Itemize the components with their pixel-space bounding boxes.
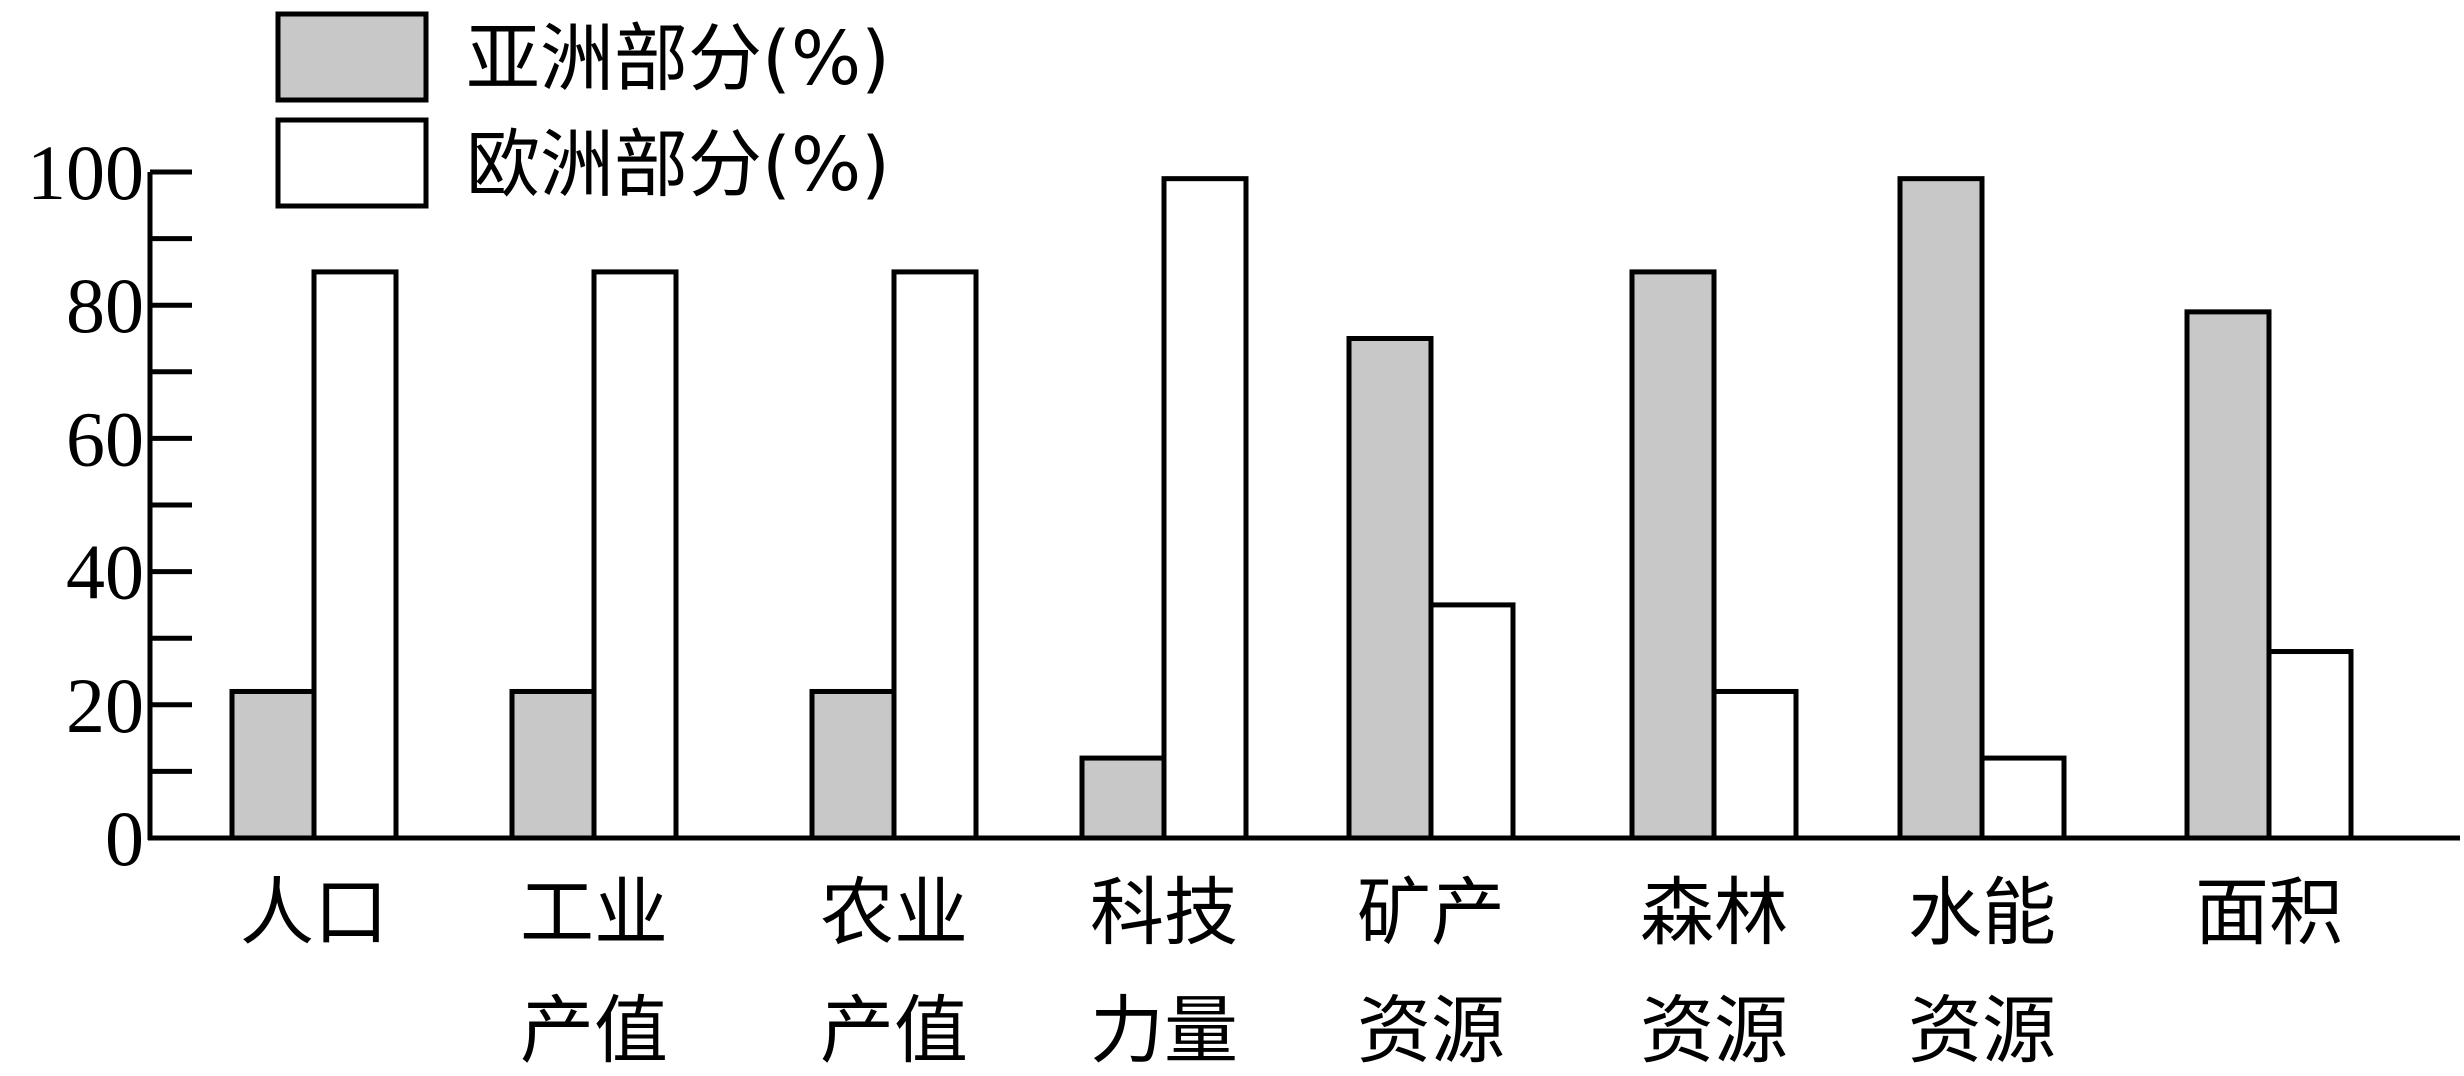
category-label-1-1: 产值 bbox=[520, 988, 668, 1074]
y-tick-label-80: 80 bbox=[66, 262, 144, 349]
bar-asia-7 bbox=[2184, 309, 2272, 841]
y-tick-label-40: 40 bbox=[66, 529, 144, 616]
category-label-2-1: 产值 bbox=[820, 988, 968, 1074]
bar-europe-0 bbox=[311, 269, 399, 841]
category-label-3-1: 力量 bbox=[1090, 988, 1238, 1074]
legend-swatch-europe bbox=[275, 117, 429, 209]
bar-europe-1 bbox=[591, 269, 679, 841]
category-label-6-1: 资源 bbox=[1908, 988, 2056, 1074]
category-label-6-0: 水能 bbox=[1908, 870, 2056, 956]
y-tick-label-60: 60 bbox=[66, 395, 144, 482]
y-tick-label-0: 0 bbox=[105, 795, 144, 882]
category-label-3-0: 科技 bbox=[1090, 870, 1238, 956]
bar-asia-1 bbox=[509, 688, 597, 841]
bar-europe-7 bbox=[2266, 649, 2354, 841]
legend-label-europe: 欧洲部分(%) bbox=[466, 122, 890, 208]
bar-asia-5 bbox=[1629, 269, 1717, 841]
category-label-0-0: 人口 bbox=[240, 870, 388, 956]
bar-europe-4 bbox=[1428, 602, 1516, 841]
category-label-2-0: 农业 bbox=[820, 870, 968, 956]
bar-europe-6 bbox=[1979, 755, 2067, 841]
category-label-4-1: 资源 bbox=[1357, 988, 1505, 1074]
category-label-5-1: 资源 bbox=[1640, 988, 1788, 1074]
category-label-7-0: 面积 bbox=[2195, 870, 2343, 956]
category-label-4-0: 矿产 bbox=[1357, 870, 1505, 956]
bar-asia-0 bbox=[229, 688, 317, 841]
legend-swatch-asia bbox=[275, 11, 429, 103]
legend-label-asia: 亚洲部分(%) bbox=[466, 16, 890, 102]
bar-asia-4 bbox=[1346, 336, 1434, 841]
category-label-1-0: 工业 bbox=[520, 870, 668, 956]
bar-asia-6 bbox=[1897, 176, 1985, 841]
bar-europe-5 bbox=[1711, 688, 1799, 841]
y-tick-label-20: 20 bbox=[66, 662, 144, 749]
bar-asia-3 bbox=[1079, 755, 1167, 841]
bar-asia-2 bbox=[809, 688, 897, 841]
bar-europe-2 bbox=[891, 269, 979, 841]
y-tick-label-100: 100 bbox=[27, 129, 144, 216]
bar-europe-3 bbox=[1161, 176, 1249, 841]
category-label-5-0: 森林 bbox=[1640, 870, 1788, 956]
